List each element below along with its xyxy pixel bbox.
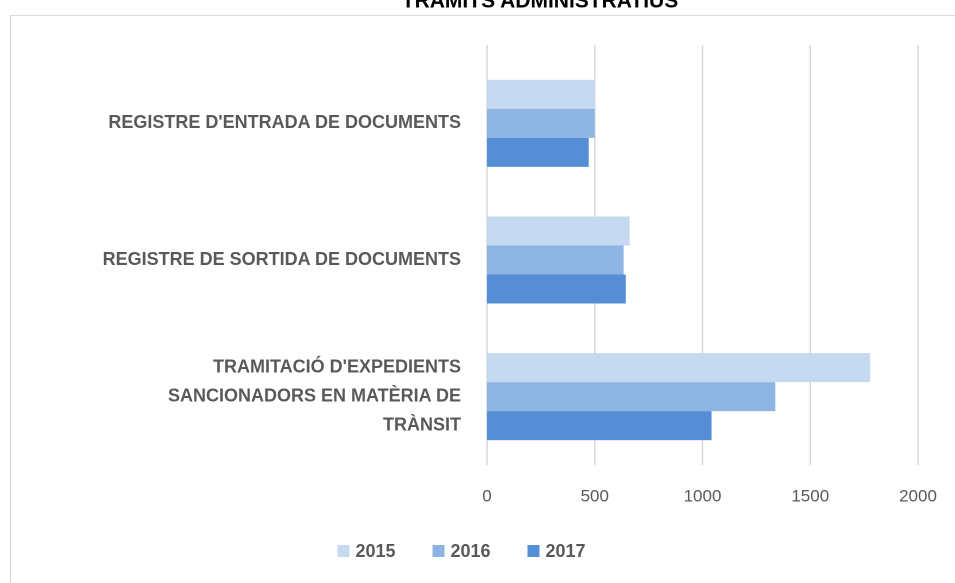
label-line: SANCIONADORS EN MATÈRIA DE bbox=[168, 384, 461, 405]
legend-label: 2016 bbox=[451, 541, 491, 561]
bar bbox=[487, 216, 630, 246]
bar bbox=[487, 108, 595, 138]
chart-title: TRÀMITS ADMINISTRATIUS bbox=[402, 0, 678, 13]
bar bbox=[487, 353, 871, 383]
chart-frame bbox=[10, 15, 955, 583]
label-line: TRAMITACIÓ D'EXPEDIENTS bbox=[213, 355, 461, 376]
y-tick-label: REGISTRE DE SORTIDA DE DOCUMENTS bbox=[103, 249, 461, 269]
bar bbox=[487, 274, 626, 304]
x-tick-label: 0 bbox=[482, 486, 491, 505]
bar bbox=[487, 79, 595, 109]
x-tick-label: 2000 bbox=[899, 486, 937, 505]
bar bbox=[487, 411, 712, 441]
y-tick-label: REGISTRE D'ENTRADA DE DOCUMENTS bbox=[108, 112, 461, 132]
x-tick-label: 500 bbox=[581, 486, 609, 505]
x-tick-label: 1500 bbox=[791, 486, 829, 505]
y-tick-label: TRAMITACIÓ D'EXPEDIENTS SANCIONADORS EN M… bbox=[168, 355, 461, 434]
x-tick-label: 1000 bbox=[684, 486, 722, 505]
label-line: TRÀNSIT bbox=[383, 413, 461, 434]
bar bbox=[487, 137, 589, 167]
bar bbox=[487, 382, 776, 412]
legend-label: 2015 bbox=[356, 541, 396, 561]
bar bbox=[487, 245, 624, 275]
legend-swatch bbox=[527, 545, 540, 557]
legend-label: 2017 bbox=[546, 541, 586, 561]
legend-swatch bbox=[337, 545, 350, 557]
legend-swatch bbox=[432, 545, 445, 557]
